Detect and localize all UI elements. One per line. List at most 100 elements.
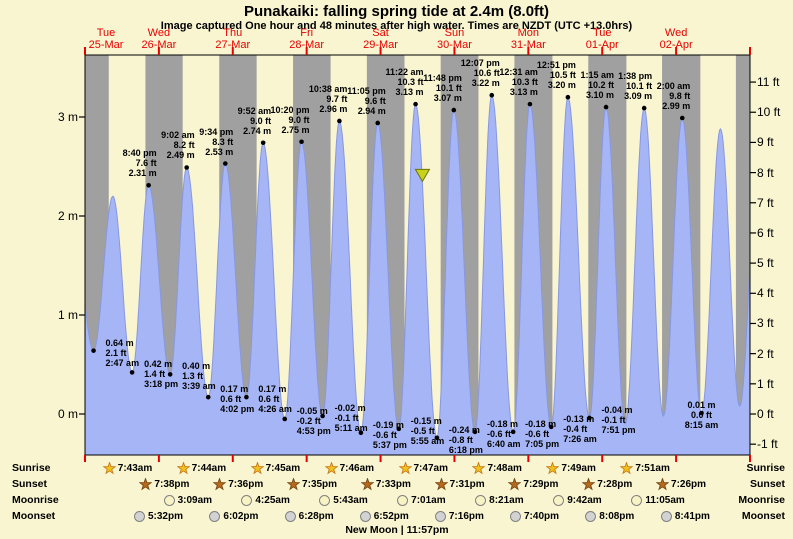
low-tide-dot	[434, 435, 440, 441]
high-tide-dot	[299, 139, 304, 145]
low-tide-label: 0.17 m 0.6 ft 4:02 pm	[220, 384, 255, 415]
moonset-moon-icon	[359, 510, 371, 522]
moonset-item: 5:32pm	[133, 509, 183, 523]
sunrise-star-icon	[250, 461, 264, 474]
moonrise-time: 7:01am	[411, 494, 446, 506]
moonset-time: 6:52pm	[373, 510, 409, 522]
high-tide-dot	[222, 161, 228, 166]
high-tide-dot	[260, 140, 266, 146]
low-tide-dot	[205, 394, 211, 400]
moonset-time: 7:40pm	[524, 510, 560, 522]
high-tide-dot	[146, 183, 151, 188]
low-tide-label: 0.01 m 0.0 ft 8:15 am	[684, 400, 719, 430]
moonset-item: 6:52pm	[359, 509, 409, 523]
sunset-row-label-right: Sunset	[749, 478, 785, 490]
sunrise-time: 7:47am	[413, 462, 448, 474]
low-tide-dot	[320, 413, 325, 419]
moonset-item: 6:02pm	[208, 509, 258, 523]
chart-subtitle: Image captured One hour and 48 minutes a…	[160, 20, 633, 32]
sunset-star-icon	[434, 477, 448, 490]
sunrise-time: 7:44am	[191, 462, 227, 474]
moonrise-item: 8:21am	[474, 493, 524, 507]
moonrise-time: 5:43am	[333, 494, 368, 506]
low-tide-label: 0.42 m 1.4 ft 3:18 pm	[144, 359, 179, 390]
moonset-item: 6:28pm	[284, 509, 334, 523]
sunrise-time: 7:49am	[561, 462, 596, 474]
sunset-item: 7:33pm	[360, 477, 411, 491]
low-tide-label: 0.40 m 1.3 ft 3:39 am	[182, 361, 216, 392]
sunrise-item: 7:51am	[620, 461, 670, 475]
moonset-moon-icon	[209, 510, 221, 522]
sunrise-row-label-right: Sunrise	[746, 462, 785, 474]
moonset-row-label-right: Moonset	[741, 510, 785, 522]
moonrise-time: 8:21am	[489, 494, 524, 506]
moonrise-time: 11:05am	[645, 494, 685, 506]
moonrise-item: 3:09am	[163, 493, 212, 507]
sunset-time: 7:33pm	[375, 478, 411, 490]
midnight-ticks	[84, 47, 751, 462]
moonrise-time: 4:25am	[255, 494, 290, 506]
moonrise-moon-icon	[163, 494, 175, 506]
sunrise-star-icon	[620, 461, 634, 474]
low-tide-label: -0.04 m -0.1 ft 7:51 pm	[601, 404, 636, 435]
sunset-time: 7:38pm	[154, 478, 190, 490]
low-tide-dot	[587, 415, 592, 421]
low-tide-label: -0.15 m -0.5 ft 5:55 am	[410, 415, 445, 446]
high-tide-label: 12:07 pm 10.6 ft 3.22 m	[460, 58, 500, 89]
moonrise-item: 5:43am	[318, 493, 368, 507]
moonset-item: 7:16pm	[434, 509, 484, 523]
moonrise-moon-icon	[319, 494, 331, 506]
sunset-time: 7:28pm	[597, 478, 633, 490]
sunset-time: 7:26pm	[671, 478, 707, 490]
y-axis-feet-label: 1 ft	[757, 376, 774, 391]
moonrise-moon-icon	[553, 494, 565, 506]
day-label: Mon 31-Mar	[510, 27, 546, 51]
low-tide-label: -0.24 m -0.8 ft 6:18 pm	[448, 424, 483, 455]
day-label: Tue 01-Apr	[585, 27, 619, 51]
sunset-star-icon	[287, 477, 301, 490]
moonset-time: 8:08pm	[599, 510, 635, 522]
low-tide-dot	[548, 424, 554, 430]
moonset-moon-icon	[284, 510, 296, 522]
low-tide-label: -0.18 m -0.6 ft 7:05 pm	[525, 418, 560, 449]
sunset-item: 7:29pm	[508, 477, 558, 491]
high-tide-dot	[565, 94, 571, 100]
low-tide-label: -0.18 m -0.6 ft 6:40 am	[486, 418, 521, 449]
high-tide-dot	[489, 92, 495, 98]
day-label: Wed 26-Mar	[141, 27, 177, 51]
high-tide-dot	[451, 107, 457, 113]
sunrise-time: 7:48am	[487, 462, 522, 474]
low-tide-dot	[396, 426, 402, 432]
axis-ticks	[79, 81, 756, 445]
day-label: Sat 29-Mar	[363, 27, 398, 51]
high-tide-dot	[375, 120, 381, 126]
high-tide-label: 11:48 pm 10.1 ft 3.07 m	[423, 73, 462, 104]
y-axis-meter-label: 1 m	[57, 308, 78, 322]
moonset-row-label-left: Moonset	[12, 510, 56, 522]
day-label: Fri 28-Mar	[289, 27, 325, 51]
moonrise-moon-icon	[475, 494, 487, 506]
day-label: Tue 25-Mar	[88, 27, 124, 51]
high-tide-dot	[413, 101, 418, 107]
low-tide-dot	[129, 370, 135, 375]
low-tide-dot	[244, 394, 249, 400]
moonset-item: 7:40pm	[509, 509, 559, 523]
sunrise-item: 7:45am	[250, 461, 300, 475]
sunset-star-icon	[360, 477, 374, 490]
moonrise-item: 7:01am	[396, 493, 446, 507]
sunrise-item: 7:44am	[176, 461, 227, 475]
high-tide-label: 10:38 am 9.7 ft 2.96 m	[308, 83, 348, 114]
low-tide-dot	[358, 430, 364, 436]
sunrise-item: 7:43am	[102, 461, 152, 475]
low-tide-dot	[91, 348, 96, 353]
low-tide-dot	[699, 410, 704, 416]
low-tide-label: -0.02 m -0.1 ft 5:11 am	[334, 402, 368, 433]
moonset-item: 8:08pm	[584, 509, 634, 523]
sunset-time: 7:35pm	[302, 478, 338, 490]
y-axis-feet-label: 3 ft	[757, 316, 774, 331]
y-axis-meter-label: 0 m	[57, 407, 78, 421]
sunrise-star-icon	[472, 461, 486, 474]
moonset-item: 8:41pm	[660, 509, 710, 523]
sunset-star-icon	[213, 477, 227, 490]
